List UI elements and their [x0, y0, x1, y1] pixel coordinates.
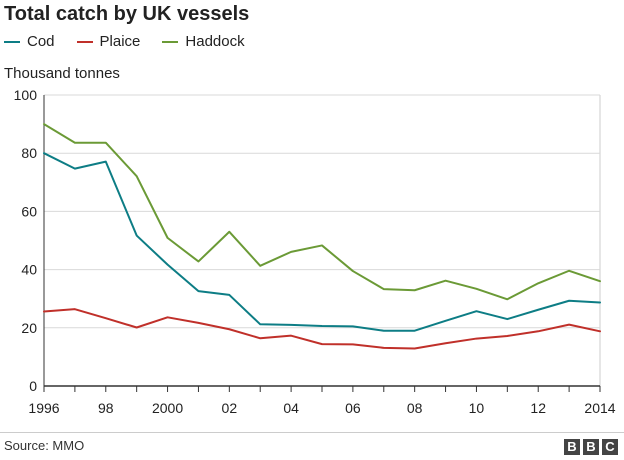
y-tick-label: 0	[29, 378, 37, 394]
legend-item-cod: Cod	[4, 33, 55, 50]
legend-swatch-haddock	[162, 40, 179, 43]
legend-label-haddock: Haddock	[185, 33, 245, 50]
legend-label-plaice: Plaice	[99, 33, 141, 50]
y-tick-label: 20	[21, 320, 37, 336]
chart-legend: Cod Plaice Haddock	[4, 33, 267, 50]
y-tick-label: 100	[14, 87, 38, 103]
logo-letter-b2: B	[583, 439, 599, 455]
x-tick-label: 08	[407, 400, 423, 416]
x-tick-label: 04	[283, 400, 299, 416]
chart-title: Total catch by UK vessels	[4, 3, 250, 25]
x-tick-label: 2014	[584, 400, 615, 416]
y-tick-label: 40	[21, 262, 37, 278]
logo-letter-b1: B	[564, 439, 580, 455]
series-line-cod	[43, 152, 601, 332]
logo-letter-c: C	[602, 439, 618, 455]
legend-label-cod: Cod	[27, 33, 55, 50]
series-line-plaice	[43, 308, 601, 350]
y-tick-label: 80	[21, 145, 37, 161]
x-tick-label: 06	[345, 400, 361, 416]
x-tick-label: 2000	[152, 400, 183, 416]
source-note: Source: MMO	[4, 438, 85, 453]
y-axis-unit-label: Thousand tonnes	[4, 65, 120, 82]
y-tick-label: 60	[21, 203, 37, 219]
x-tick-label: 02	[222, 400, 238, 416]
legend-item-haddock: Haddock	[162, 33, 245, 50]
legend-swatch-plaice	[76, 40, 93, 43]
legend-swatch-cod	[4, 40, 20, 43]
x-tick-label: 12	[530, 400, 546, 416]
x-tick-label: 1996	[28, 400, 59, 416]
footer-divider	[0, 432, 624, 433]
bbc-logo: B B C	[561, 439, 618, 455]
x-tick-label: 10	[469, 400, 485, 416]
legend-item-plaice: Plaice	[76, 33, 141, 50]
series-line-haddock	[43, 123, 601, 301]
x-tick-label: 98	[98, 400, 114, 416]
